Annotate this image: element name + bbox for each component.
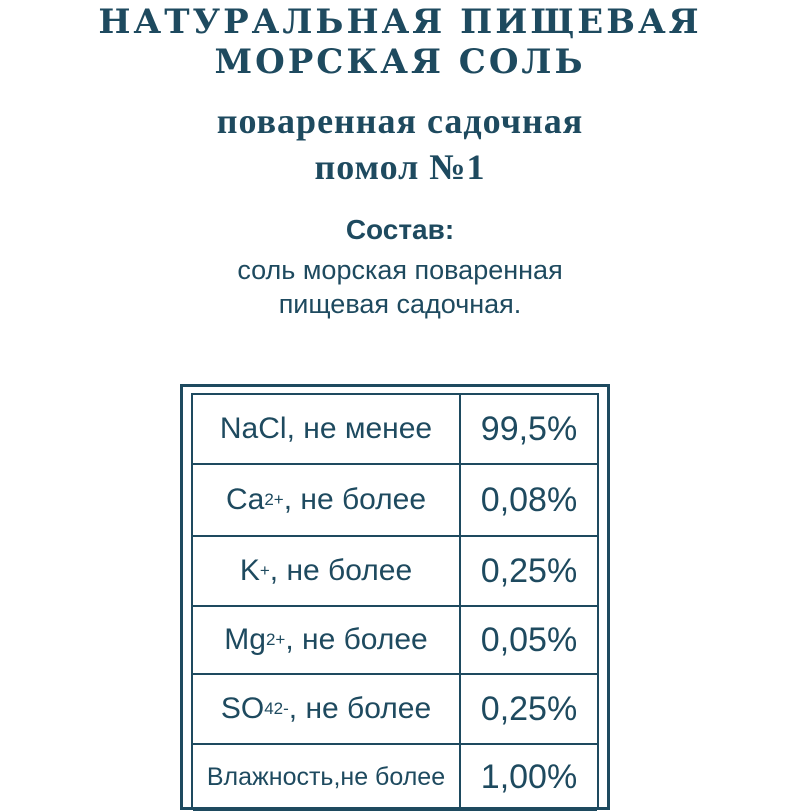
table-row: Ca 2+, не более 0,08% bbox=[193, 465, 597, 537]
label-part: , не более bbox=[285, 623, 428, 656]
row-label: Mg 2+, не более bbox=[193, 607, 461, 673]
label-part: + bbox=[259, 561, 270, 580]
row-label: SO 4 2-, не более bbox=[193, 675, 461, 743]
subtitle-line: помол №1 bbox=[314, 147, 486, 187]
row-label: Ca 2+, не более bbox=[193, 465, 461, 535]
label-part: 2+ bbox=[265, 630, 286, 649]
row-value: 0,25% bbox=[480, 689, 578, 728]
composition-heading: Состав: bbox=[345, 214, 455, 245]
row-label: K +, не более bbox=[193, 537, 461, 605]
label-part: NaCl bbox=[219, 412, 287, 445]
label-part: K bbox=[239, 554, 260, 587]
composition-text: соль морская поваренная bbox=[237, 255, 563, 285]
table: NaCl, не менее 99,5% Ca 2+, не более 0,08% K +… bbox=[180, 384, 610, 811]
table-inner: NaCl, не менее 99,5% Ca 2+, не более 0,08% K +… bbox=[191, 393, 599, 811]
table-row: Mg 2+, не более 0,05% bbox=[193, 607, 597, 675]
label-part: , не более bbox=[283, 483, 427, 516]
label-part: Mg bbox=[224, 623, 266, 656]
label-part: 4 bbox=[264, 699, 274, 718]
label-part: 2- bbox=[273, 699, 289, 718]
row-label: Влажность,не более bbox=[193, 745, 461, 809]
row-value: 99,5% bbox=[480, 409, 578, 448]
label-part: , не более bbox=[288, 692, 432, 725]
table-row: NaCl, не менее 99,5% bbox=[193, 395, 597, 465]
title-line: МОРСКАЯ СОЛЬ bbox=[214, 42, 586, 82]
label-part: Влажность,не более bbox=[206, 762, 446, 791]
table-row: K +, не более 0,25% bbox=[193, 537, 597, 607]
table-row: Влажность,не более 1,00% bbox=[193, 745, 597, 811]
label-part: 2+ bbox=[264, 490, 284, 509]
composition-text: пищевая садочная. bbox=[278, 289, 522, 319]
row-value: 0,08% bbox=[480, 480, 578, 519]
row-label: NaCl, не менее bbox=[193, 395, 461, 463]
label-part: SO bbox=[220, 692, 265, 725]
title-line: НАТУРАЛЬНАЯ ПИЩЕВАЯ bbox=[98, 2, 702, 42]
row-value: 0,25% bbox=[480, 551, 578, 590]
label-part: , не более bbox=[269, 554, 413, 587]
label-part: , не менее bbox=[286, 412, 433, 445]
subtitle-line: поваренная садочная bbox=[216, 101, 584, 141]
row-value: 1,00% bbox=[480, 757, 578, 796]
label-part: Ca bbox=[225, 483, 265, 516]
table-row: SO 4 2-, не более 0,25% bbox=[193, 675, 597, 745]
row-value: 0,05% bbox=[480, 620, 578, 659]
